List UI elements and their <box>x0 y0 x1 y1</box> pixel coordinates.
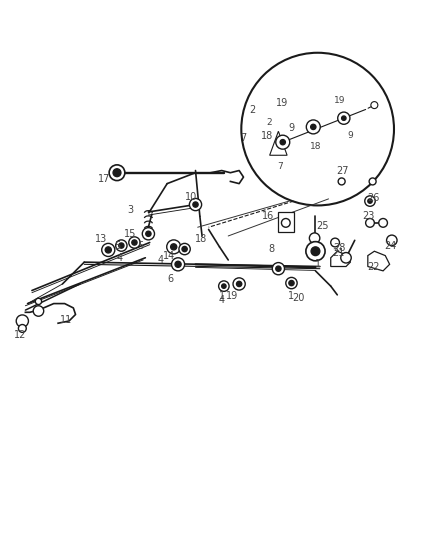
Text: 4: 4 <box>116 253 122 263</box>
Text: 5: 5 <box>137 240 143 251</box>
Circle shape <box>305 241 324 261</box>
Circle shape <box>102 244 115 256</box>
Circle shape <box>105 247 111 253</box>
Text: 2: 2 <box>266 118 272 127</box>
Text: 22: 22 <box>366 262 378 272</box>
Circle shape <box>182 246 187 252</box>
Text: 15: 15 <box>124 229 136 239</box>
Circle shape <box>275 135 289 149</box>
Circle shape <box>18 325 26 333</box>
Circle shape <box>364 196 374 206</box>
Text: 6: 6 <box>167 274 173 284</box>
Text: 21: 21 <box>331 247 343 257</box>
Circle shape <box>116 240 127 251</box>
Circle shape <box>192 202 198 207</box>
Text: 16: 16 <box>261 211 274 221</box>
Circle shape <box>179 244 190 255</box>
Circle shape <box>386 235 396 246</box>
Circle shape <box>367 199 371 203</box>
Circle shape <box>306 120 320 134</box>
Text: 26: 26 <box>366 192 378 203</box>
Text: 23: 23 <box>362 211 374 221</box>
Circle shape <box>241 53 393 205</box>
Text: 4: 4 <box>218 295 224 305</box>
Circle shape <box>16 315 28 327</box>
Circle shape <box>118 243 124 248</box>
Text: 7: 7 <box>240 133 246 143</box>
Text: 2: 2 <box>248 106 255 115</box>
Circle shape <box>311 247 319 256</box>
Text: 9: 9 <box>288 123 294 133</box>
Text: 19: 19 <box>225 291 237 301</box>
Circle shape <box>337 178 344 185</box>
Text: 17: 17 <box>98 174 110 184</box>
Circle shape <box>131 240 137 245</box>
Circle shape <box>218 281 229 292</box>
Circle shape <box>171 258 184 271</box>
Text: 3: 3 <box>127 205 133 215</box>
Circle shape <box>109 165 124 181</box>
Circle shape <box>370 102 377 109</box>
Text: 9: 9 <box>347 131 353 140</box>
Circle shape <box>309 233 319 244</box>
Circle shape <box>365 219 374 227</box>
Circle shape <box>310 124 315 130</box>
Text: 18: 18 <box>309 142 321 151</box>
Text: 4: 4 <box>157 255 163 265</box>
Circle shape <box>113 169 120 176</box>
Circle shape <box>341 116 345 120</box>
Circle shape <box>142 228 154 240</box>
Text: 18: 18 <box>261 131 273 141</box>
Text: 20: 20 <box>291 293 304 303</box>
Text: 27: 27 <box>336 166 348 176</box>
Polygon shape <box>367 251 389 271</box>
Circle shape <box>275 266 280 271</box>
Circle shape <box>221 284 226 288</box>
Text: 14: 14 <box>163 252 175 262</box>
Circle shape <box>281 219 290 227</box>
Text: 11: 11 <box>60 314 72 325</box>
Circle shape <box>145 231 151 237</box>
Circle shape <box>272 263 284 275</box>
Circle shape <box>330 238 339 247</box>
Text: 19: 19 <box>333 96 344 105</box>
Circle shape <box>233 278 245 290</box>
Circle shape <box>288 280 293 286</box>
Text: 8: 8 <box>267 244 273 254</box>
Polygon shape <box>278 212 293 232</box>
Circle shape <box>170 244 177 250</box>
Circle shape <box>166 240 180 254</box>
Circle shape <box>340 253 350 263</box>
Text: 25: 25 <box>315 221 328 231</box>
Circle shape <box>368 178 375 185</box>
Text: 7: 7 <box>277 161 283 171</box>
Circle shape <box>285 277 297 289</box>
Polygon shape <box>269 131 286 155</box>
Text: 28: 28 <box>332 243 345 253</box>
Text: 1: 1 <box>314 260 320 269</box>
Polygon shape <box>330 251 350 266</box>
Circle shape <box>236 281 241 287</box>
Circle shape <box>279 140 285 145</box>
Circle shape <box>175 261 181 268</box>
Text: 5: 5 <box>113 240 120 251</box>
Circle shape <box>128 237 140 248</box>
Text: 19: 19 <box>275 98 287 108</box>
Text: 24: 24 <box>383 240 396 251</box>
Circle shape <box>378 219 387 227</box>
Text: 10: 10 <box>184 192 197 201</box>
Circle shape <box>35 298 42 304</box>
Circle shape <box>189 198 201 211</box>
Text: 12: 12 <box>14 330 26 340</box>
Circle shape <box>33 306 44 316</box>
Text: 1: 1 <box>288 291 294 301</box>
Circle shape <box>337 112 349 124</box>
Text: 1: 1 <box>218 291 224 301</box>
Text: 18: 18 <box>194 235 207 245</box>
Text: 13: 13 <box>95 234 107 244</box>
